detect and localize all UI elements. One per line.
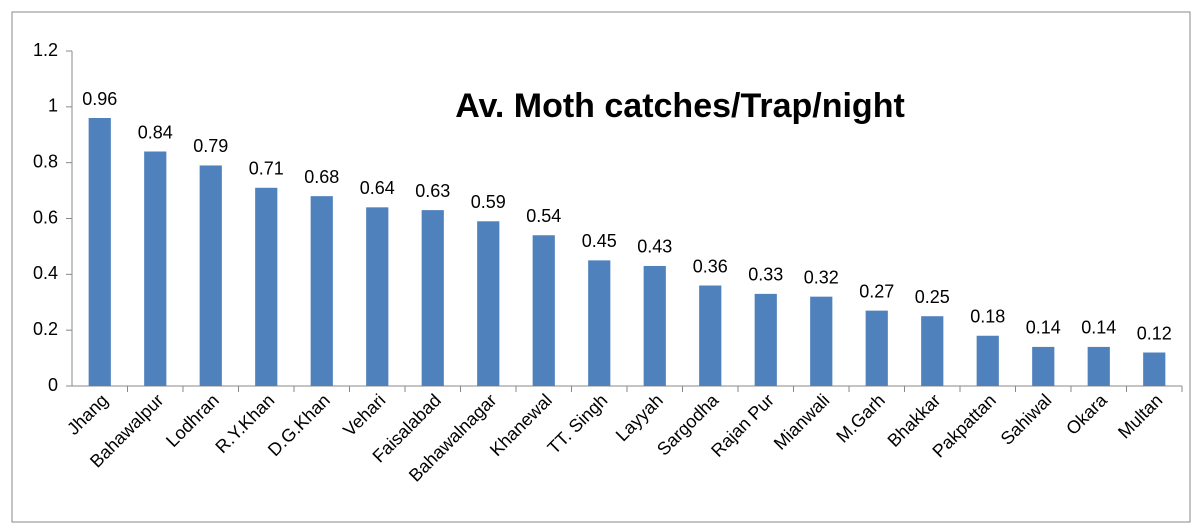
data-label: 0.18 bbox=[970, 307, 1005, 327]
bar bbox=[976, 335, 999, 386]
bar bbox=[366, 207, 389, 386]
data-label: 0.59 bbox=[471, 192, 506, 212]
data-label: 0.14 bbox=[1081, 318, 1116, 338]
bar bbox=[865, 310, 888, 386]
bar bbox=[477, 221, 500, 386]
bar bbox=[810, 296, 833, 386]
y-tick-label: 0.6 bbox=[33, 207, 58, 227]
y-tick-label: 1.2 bbox=[33, 40, 58, 60]
bar bbox=[199, 165, 222, 386]
y-tick-label: 0.2 bbox=[33, 319, 58, 339]
bar bbox=[588, 260, 611, 386]
bar bbox=[421, 210, 444, 386]
y-tick-label: 0.4 bbox=[33, 263, 58, 283]
data-label: 0.64 bbox=[360, 178, 395, 198]
bar bbox=[754, 293, 777, 386]
data-label: 0.63 bbox=[415, 181, 450, 201]
y-tick-label: 1 bbox=[48, 96, 58, 116]
y-tick-label: 0 bbox=[48, 375, 58, 395]
data-label: 0.32 bbox=[804, 267, 839, 287]
data-label: 0.27 bbox=[859, 281, 894, 301]
bar bbox=[1143, 352, 1166, 386]
data-label: 0.84 bbox=[138, 122, 173, 142]
bar bbox=[1032, 346, 1055, 386]
bar bbox=[255, 187, 278, 386]
data-label: 0.68 bbox=[304, 167, 339, 187]
bar bbox=[643, 265, 666, 386]
bar bbox=[144, 151, 167, 386]
bar bbox=[921, 316, 944, 386]
data-label: 0.43 bbox=[637, 237, 672, 257]
chart-title: Av. Moth catches/Trap/night bbox=[455, 87, 905, 125]
data-label: 0.33 bbox=[748, 265, 783, 285]
data-label: 0.79 bbox=[193, 136, 228, 156]
data-label: 0.96 bbox=[82, 89, 117, 109]
data-label: 0.71 bbox=[249, 159, 284, 179]
data-label: 0.25 bbox=[915, 287, 950, 307]
bar bbox=[310, 196, 333, 386]
data-label: 0.36 bbox=[693, 256, 728, 276]
bar bbox=[1087, 346, 1110, 386]
data-label: 0.14 bbox=[1026, 318, 1061, 338]
bar bbox=[88, 118, 111, 386]
data-label: 0.54 bbox=[526, 206, 561, 226]
data-label: 0.45 bbox=[582, 231, 617, 251]
data-label: 0.12 bbox=[1137, 323, 1172, 343]
bar bbox=[532, 235, 555, 386]
y-tick-label: 0.8 bbox=[33, 151, 58, 171]
bar bbox=[699, 285, 722, 386]
